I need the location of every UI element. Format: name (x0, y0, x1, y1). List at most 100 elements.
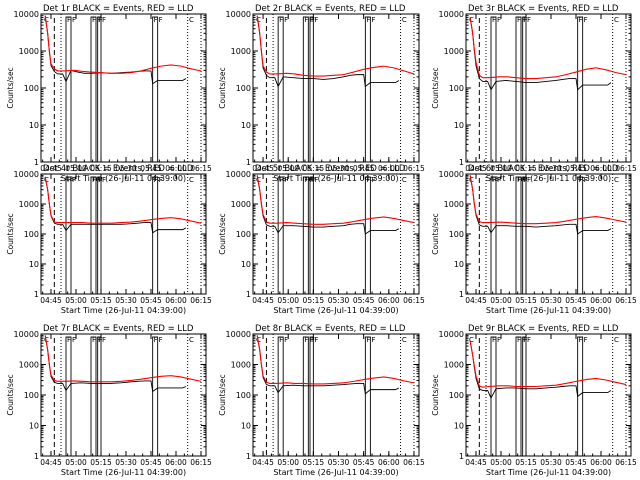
x-tick-label: 06:15 (190, 164, 212, 173)
x-tick-label: 06:00 (378, 164, 400, 173)
y-tick-label: 10 (29, 422, 39, 431)
corner-flag-label: F (492, 176, 496, 184)
panel-title: Det 9r BLACK = Events, RED = LLD (468, 324, 619, 334)
corner-flag-label: F (497, 176, 501, 184)
corner-flag-label: F (279, 176, 283, 184)
lld-series-line (44, 15, 202, 74)
x-tick-label: 05:45 (140, 164, 162, 173)
corner-flag-label: C (614, 16, 619, 24)
corner-flag-label: F (72, 336, 76, 344)
detector-panel: Det 2r BLACK = Events, RED = LLD 1 10 100 10… (218, 4, 425, 183)
corner-flag-label: F (284, 16, 288, 24)
panel-title: Det 1r BLACK = Events, RED = LLD (43, 4, 194, 14)
y-tick-label: 100 (236, 84, 251, 93)
corner-flag-label: F (579, 16, 583, 24)
x-tick-label: 05:30 (115, 458, 137, 467)
gap-interval-box (302, 336, 309, 457)
y-tick-label: 1000 (19, 47, 39, 56)
corner-flag-label: F (497, 16, 501, 24)
y-tick-label: 100 (24, 391, 39, 400)
x-tick-label: 06:15 (615, 296, 637, 305)
corner-flag-label: F (279, 336, 283, 344)
y-tick-label: 10 (241, 121, 251, 130)
corner-flag-label: C (402, 16, 407, 24)
x-tick-label: 06:00 (165, 458, 187, 467)
x-tick-label: 05:45 (353, 296, 375, 305)
x-tick-label: 06:00 (378, 458, 400, 467)
y-axis-label: Counts/sec (6, 374, 15, 415)
corner-flag-label: C (44, 176, 49, 184)
x-tick-label: 06:15 (403, 296, 425, 305)
corner-flag-label: F (371, 176, 375, 184)
gap-interval-box (97, 176, 102, 295)
x-tick-label: 05:15 (90, 296, 112, 305)
y-tick-label: 100 (449, 84, 464, 93)
corner-flag-label: F (527, 16, 531, 24)
corner-flag-label: F (154, 16, 158, 24)
x-tick-label: 04:45 (465, 164, 487, 173)
corner-flag-label: F (284, 176, 288, 184)
corner-flag-label: F (522, 176, 526, 184)
x-tick-label: 05:00 (277, 296, 299, 305)
x-tick-label: 04:45 (252, 164, 274, 173)
corner-flag-label: F (522, 336, 526, 344)
gap-interval-box (277, 16, 284, 163)
gap-interval-box (577, 176, 584, 295)
x-tick-label: 05:00 (490, 164, 512, 173)
gap-interval-box (277, 336, 284, 457)
corner-flag-label: F (154, 336, 158, 344)
gap-interval-box (302, 16, 309, 163)
x-tick-label: 05:15 (90, 164, 112, 173)
y-tick-label: 10 (241, 260, 251, 269)
corner-flag-label: F (311, 16, 315, 24)
corner-flag-label: F (584, 336, 588, 344)
corner-flag-label: F (517, 336, 521, 344)
corner-flag-label: F (67, 176, 71, 184)
x-tick-label: 06:00 (590, 296, 612, 305)
detector-panel: Det 5r BLACK = Events, RED = LLD 1 10 100 10… (218, 164, 425, 315)
panel-title: Det 2r BLACK = Events, RED = LLD (255, 4, 406, 14)
x-tick-label: 06:00 (165, 296, 187, 305)
corner-flag-label: F (524, 16, 528, 24)
panel-title: Det 4r BLACK = Events, RED = LLD (43, 164, 194, 174)
y-tick-label: 1 (246, 290, 251, 299)
y-tick-label: 10 (454, 260, 464, 269)
detector-panel: Det 6r BLACK = Events, RED = LLD 1 10 100 10… (431, 164, 637, 315)
x-tick-label: 05:45 (140, 458, 162, 467)
corner-flag-label: F (524, 176, 528, 184)
y-tick-label: 10000 (439, 330, 464, 339)
y-tick-label: 1 (34, 290, 39, 299)
events-series-line (469, 175, 612, 235)
gap-interval-box (90, 16, 97, 163)
x-tick-label: 05:00 (65, 458, 87, 467)
y-tick-label: 1000 (444, 200, 464, 209)
x-tick-label: 05:15 (303, 458, 325, 467)
x-axis-label: Start Time (26-Jul-11 04:39:00) (486, 468, 611, 477)
x-tick-label: 05:00 (490, 296, 512, 305)
corner-flag-label: F (366, 176, 370, 184)
detector-panel: Det 7r BLACK = Events, RED = LLD 1 10 100 10… (6, 324, 212, 477)
x-tick-label: 05:15 (515, 296, 537, 305)
gap-interval-box (152, 16, 159, 163)
corner-flag-label: C (469, 16, 474, 24)
gap-interval-box (65, 16, 72, 163)
gap-interval-box (65, 336, 72, 457)
y-axis-label: Counts/sec (431, 374, 440, 415)
lld-series-line (256, 335, 415, 385)
lld-series-line (256, 175, 415, 225)
gap-interval-box (515, 336, 522, 457)
corner-flag-label: C (189, 336, 194, 344)
lld-series-line (469, 340, 627, 388)
corner-flag-label: F (102, 176, 106, 184)
gap-interval-box (97, 16, 102, 163)
y-tick-label: 1 (246, 452, 251, 461)
lld-series-line (469, 17, 627, 80)
corner-flag-label: F (67, 336, 71, 344)
x-tick-label: 06:15 (403, 458, 425, 467)
detector-panel: Det 9r BLACK = Events, RED = LLD 1 10 100 10… (431, 324, 637, 477)
corner-flag-label: F (579, 336, 583, 344)
corner-flag-label: F (92, 16, 96, 24)
y-tick-label: 1000 (231, 361, 251, 370)
lld-series-line (469, 175, 627, 225)
corner-flag-label: F (311, 176, 315, 184)
